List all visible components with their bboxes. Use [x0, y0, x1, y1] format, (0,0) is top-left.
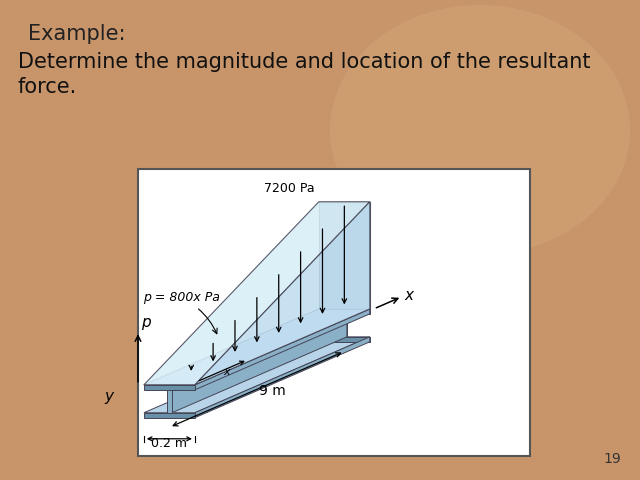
Text: p = 800x Pa: p = 800x Pa [143, 291, 220, 334]
Polygon shape [195, 337, 370, 418]
Polygon shape [167, 390, 172, 413]
Bar [138, 169, 530, 456]
Polygon shape [319, 309, 370, 314]
Text: force.: force. [18, 77, 77, 97]
Polygon shape [195, 202, 370, 385]
Text: y: y [104, 389, 113, 404]
Polygon shape [342, 314, 347, 337]
Polygon shape [319, 202, 370, 309]
Polygon shape [144, 385, 195, 390]
Polygon shape [172, 314, 347, 413]
Text: Determine the magnitude and location of the resultant: Determine the magnitude and location of … [18, 52, 591, 72]
Text: 9 m: 9 m [259, 384, 286, 398]
Text: x: x [404, 288, 414, 303]
Text: 19: 19 [603, 452, 621, 466]
Text: p: p [141, 315, 150, 330]
Text: 0.2 m: 0.2 m [152, 437, 188, 450]
Text: x: x [223, 367, 230, 377]
Polygon shape [144, 413, 195, 418]
Ellipse shape [330, 5, 630, 255]
Polygon shape [195, 309, 370, 390]
Polygon shape [144, 202, 370, 385]
Polygon shape [144, 337, 370, 413]
Polygon shape [167, 314, 347, 390]
Text: 7200 Pa: 7200 Pa [264, 182, 315, 195]
Text: Example:: Example: [28, 24, 125, 44]
Polygon shape [319, 337, 370, 342]
Polygon shape [144, 309, 370, 385]
